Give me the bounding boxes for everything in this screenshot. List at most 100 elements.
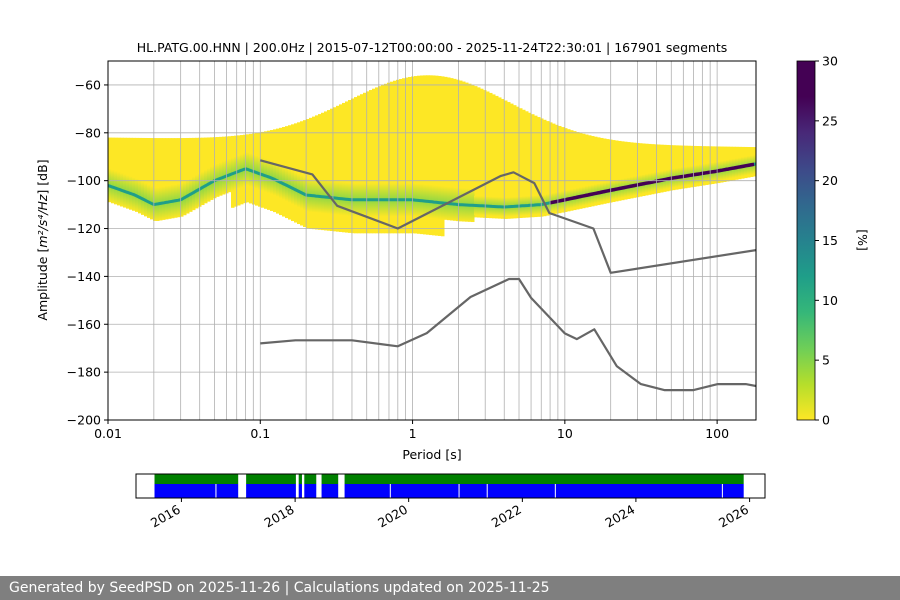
heatmap-cell <box>519 108 523 219</box>
heatmap-cell <box>645 143 649 196</box>
timeline-tick-label: 2016 <box>148 502 183 531</box>
heatmap-cell <box>399 78 403 234</box>
timeline-tick-label: 2020 <box>375 502 410 531</box>
heatmap-cell <box>639 143 643 197</box>
y-tick-label: −120 <box>67 221 101 236</box>
heatmap-cell <box>471 84 475 218</box>
x-tick-label: 10 <box>557 426 573 441</box>
footer-bar: Generated by SeedPSD on 2025-11-26 | Cal… <box>0 576 900 600</box>
footer-text: Generated by SeedPSD on 2025-11-26 | Cal… <box>9 580 550 596</box>
heatmap-cell <box>474 86 478 218</box>
heatmap-cell <box>114 137 118 200</box>
heatmap-cell <box>372 88 376 234</box>
heatmap-cell <box>405 77 409 234</box>
heatmap-cell <box>348 99 352 233</box>
heatmap-cell <box>378 86 382 234</box>
heatmap-cell <box>576 132 580 210</box>
heatmap-cell <box>660 144 664 193</box>
coverage-bar-top <box>298 474 302 484</box>
heatmap-cell <box>591 136 595 207</box>
heatmap-cell <box>192 137 196 206</box>
chart-title: HL.PATG.00.HNN | 200.0Hz | 2015-07-12T00… <box>137 40 727 55</box>
heatmap-cell <box>462 81 466 217</box>
heatmap-layer <box>108 75 756 237</box>
heatmap-cell <box>363 92 367 234</box>
heatmap-cell <box>681 145 685 189</box>
heatmap-cell <box>573 131 577 211</box>
heatmap-cell <box>555 124 559 214</box>
x-axis-label: Period [s] <box>402 447 461 462</box>
heatmap-cell <box>120 137 124 202</box>
heatmap-cell <box>153 138 157 217</box>
x-tick-label: 0.01 <box>94 426 122 441</box>
heatmap-cell <box>417 75 421 234</box>
heatmap-cell <box>189 137 193 208</box>
heatmap-cell <box>570 130 574 211</box>
heatmap-cell <box>132 137 136 206</box>
heatmap-cell <box>642 143 646 197</box>
colorbar: 0 5 10 15 20 25 30 [%] <box>796 54 870 428</box>
heatmap-cell <box>588 135 592 207</box>
heatmap-cell <box>579 132 583 209</box>
coverage-bar-bottom <box>154 484 239 498</box>
noise-model-layer <box>260 159 756 392</box>
heatmap-cell <box>135 137 139 208</box>
colorbar-tick-label: 20 <box>822 173 838 188</box>
heatmap-cell <box>663 144 667 192</box>
heatmap-cell <box>630 142 634 199</box>
x-axis-ticks: 0.01 0.1 1 10 100 <box>94 420 729 441</box>
timeline-frame <box>135 473 766 499</box>
heatmap-cell <box>594 136 598 206</box>
heatmap-cell <box>450 78 454 216</box>
colorbar-tick-label: 15 <box>822 233 838 248</box>
heatmap-cell <box>600 137 604 205</box>
coverage-bar-bottom <box>298 484 302 498</box>
heatmap-cell <box>552 123 556 215</box>
timeline-tick-label: 2022 <box>489 502 524 531</box>
heatmap-cell <box>453 78 457 217</box>
heatmap-cell <box>336 105 340 232</box>
heatmap-cell <box>510 103 514 219</box>
heatmap-cell <box>207 137 211 197</box>
heatmap-cell <box>345 101 349 233</box>
heatmap-cell <box>657 144 661 194</box>
heatmap-cell <box>162 138 166 216</box>
colorbar-ticks: 0 5 10 15 20 25 30 <box>815 54 838 428</box>
heatmap-cell <box>360 94 364 234</box>
heatmap-cell <box>141 137 145 211</box>
heatmap-cell <box>297 122 301 225</box>
heatmap-cell <box>456 79 460 217</box>
heatmap-cell <box>318 114 322 230</box>
y-tick-label: −140 <box>67 269 101 284</box>
y-tick-label: −60 <box>75 77 101 92</box>
heatmap-cell <box>408 76 412 234</box>
colorbar-tick-label: 10 <box>822 293 838 308</box>
heatmap-cell <box>486 91 490 219</box>
timeline-tick-label: 2024 <box>602 502 637 531</box>
x-tick-label: 1 <box>409 426 417 441</box>
colorbar-tick-label: 25 <box>822 113 838 128</box>
heatmap-cell <box>375 87 379 234</box>
heatmap-cell <box>621 141 625 201</box>
y-axis-label: Amplitude [m²/s⁴/Hz] [dB] <box>35 159 50 320</box>
heatmap-cell <box>330 108 334 232</box>
heatmap-cell <box>438 75 442 236</box>
heatmap-cell <box>108 137 112 198</box>
heatmap-cell <box>402 78 406 234</box>
y-tick-label: −200 <box>67 413 101 428</box>
heatmap-cell <box>489 92 493 219</box>
timeline-bars <box>154 474 744 498</box>
heatmap-cell <box>675 145 679 190</box>
noise-model-curve <box>260 277 756 392</box>
heatmap-cell <box>201 137 205 201</box>
heatmap-cell <box>561 127 565 213</box>
heatmap-cell <box>618 140 622 201</box>
y-tick-label: −160 <box>67 317 101 332</box>
heatmap-cell <box>303 120 307 227</box>
colorbar-tick-label: 5 <box>822 353 830 368</box>
heatmap-cell <box>117 137 121 201</box>
heatmap-cell <box>582 133 586 209</box>
heatmap-cell <box>384 83 388 234</box>
heatmap-cell <box>549 122 553 215</box>
heatmap-cell <box>603 138 607 204</box>
